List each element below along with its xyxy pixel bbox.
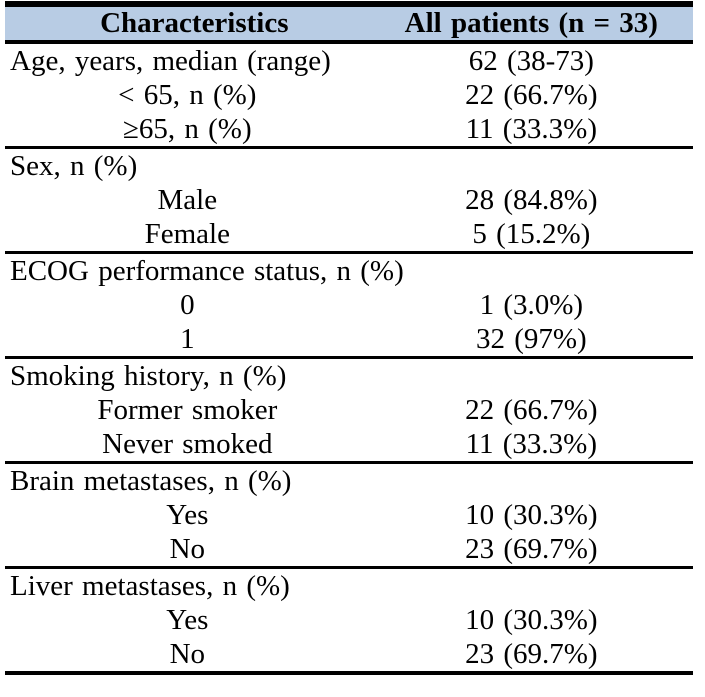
row-label: 1 [180,323,195,355]
row-value: 62 (38-73) [468,45,594,77]
section-sex: Sex, n (%) Male 28 (84.8%) Female 5 (15.… [5,149,693,254]
row-label: Female [144,218,230,250]
section-brain-metastases: Brain metastases, n (%) Yes 10 (30.3%) N… [5,464,693,569]
row-label: 0 [180,289,195,321]
row-label: Yes [166,604,209,636]
table-row: ≥65, n (%) 11 (33.3%) [5,112,693,146]
row-label: Male [157,184,218,216]
row-value [370,359,693,393]
table-row: Brain metastases, n (%) [5,464,693,498]
table-row: No 23 (69.7%) [5,532,693,566]
row-label: No [169,533,206,565]
table-row: Yes 10 (30.3%) [5,498,693,532]
table-row: Liver metastases, n (%) [5,569,693,603]
row-value: 23 (69.7%) [465,638,598,670]
row-value: 5 (15.2%) [472,218,591,250]
table-header-row: Characteristics All patients (n = 33) [5,7,693,44]
row-value: 11 (33.3%) [465,428,597,460]
row-value: 23 (69.7%) [465,533,598,565]
table-row: < 65, n (%) 22 (66.7%) [5,78,693,112]
row-label: No [169,638,206,670]
row-label: Brain metastases, n (%) [10,465,292,497]
header-all-patients: All patients (n = 33) [404,7,658,39]
row-value [370,464,693,498]
characteristics-table: Characteristics All patients (n = 33) Ag… [5,1,693,675]
section-liver-metastases: Liver metastases, n (%) Yes 10 (30.3%) N… [5,569,693,671]
row-label: Yes [166,499,209,531]
section-age: Age, years, median (range) 62 (38-73) < … [5,44,693,149]
table-row: No 23 (69.7%) [5,637,693,671]
row-value [370,149,693,183]
row-value: 32 (97%) [475,323,587,355]
row-label: < 65, n (%) [118,79,257,111]
row-value: 10 (30.3%) [465,499,598,531]
header-characteristics: Characteristics [100,7,289,39]
section-smoking: Smoking history, n (%) Former smoker 22 … [5,359,693,464]
row-label: Sex, n (%) [10,150,138,182]
row-value [370,254,693,288]
table-row: 1 32 (97%) [5,322,693,356]
row-label: ≥65, n (%) [122,113,252,145]
table-row: ECOG performance status, n (%) [5,254,693,288]
table-row: Smoking history, n (%) [5,359,693,393]
table-row: Male 28 (84.8%) [5,183,693,217]
table-row: Sex, n (%) [5,149,693,183]
table-row: Female 5 (15.2%) [5,217,693,251]
table-row: Yes 10 (30.3%) [5,603,693,637]
table-row: Age, years, median (range) 62 (38-73) [5,44,693,78]
table-row: Never smoked 11 (33.3%) [5,427,693,461]
row-value: 22 (66.7%) [465,79,598,111]
row-label: Age, years, median (range) [10,45,331,77]
row-label: ECOG performance status, n (%) [10,255,404,287]
row-label: Liver metastases, n (%) [10,570,290,602]
row-value: 11 (33.3%) [465,113,597,145]
table-row: 0 1 (3.0%) [5,288,693,322]
row-value: 22 (66.7%) [465,394,598,426]
section-ecog: ECOG performance status, n (%) 0 1 (3.0%… [5,254,693,359]
table-row: Former smoker 22 (66.7%) [5,393,693,427]
row-label: Never smoked [102,428,273,460]
row-label: Former smoker [97,394,278,426]
row-value: 28 (84.8%) [465,184,598,216]
row-value: 1 (3.0%) [479,289,584,321]
row-value [370,569,693,603]
row-label: Smoking history, n (%) [10,360,287,392]
row-value: 10 (30.3%) [465,604,598,636]
